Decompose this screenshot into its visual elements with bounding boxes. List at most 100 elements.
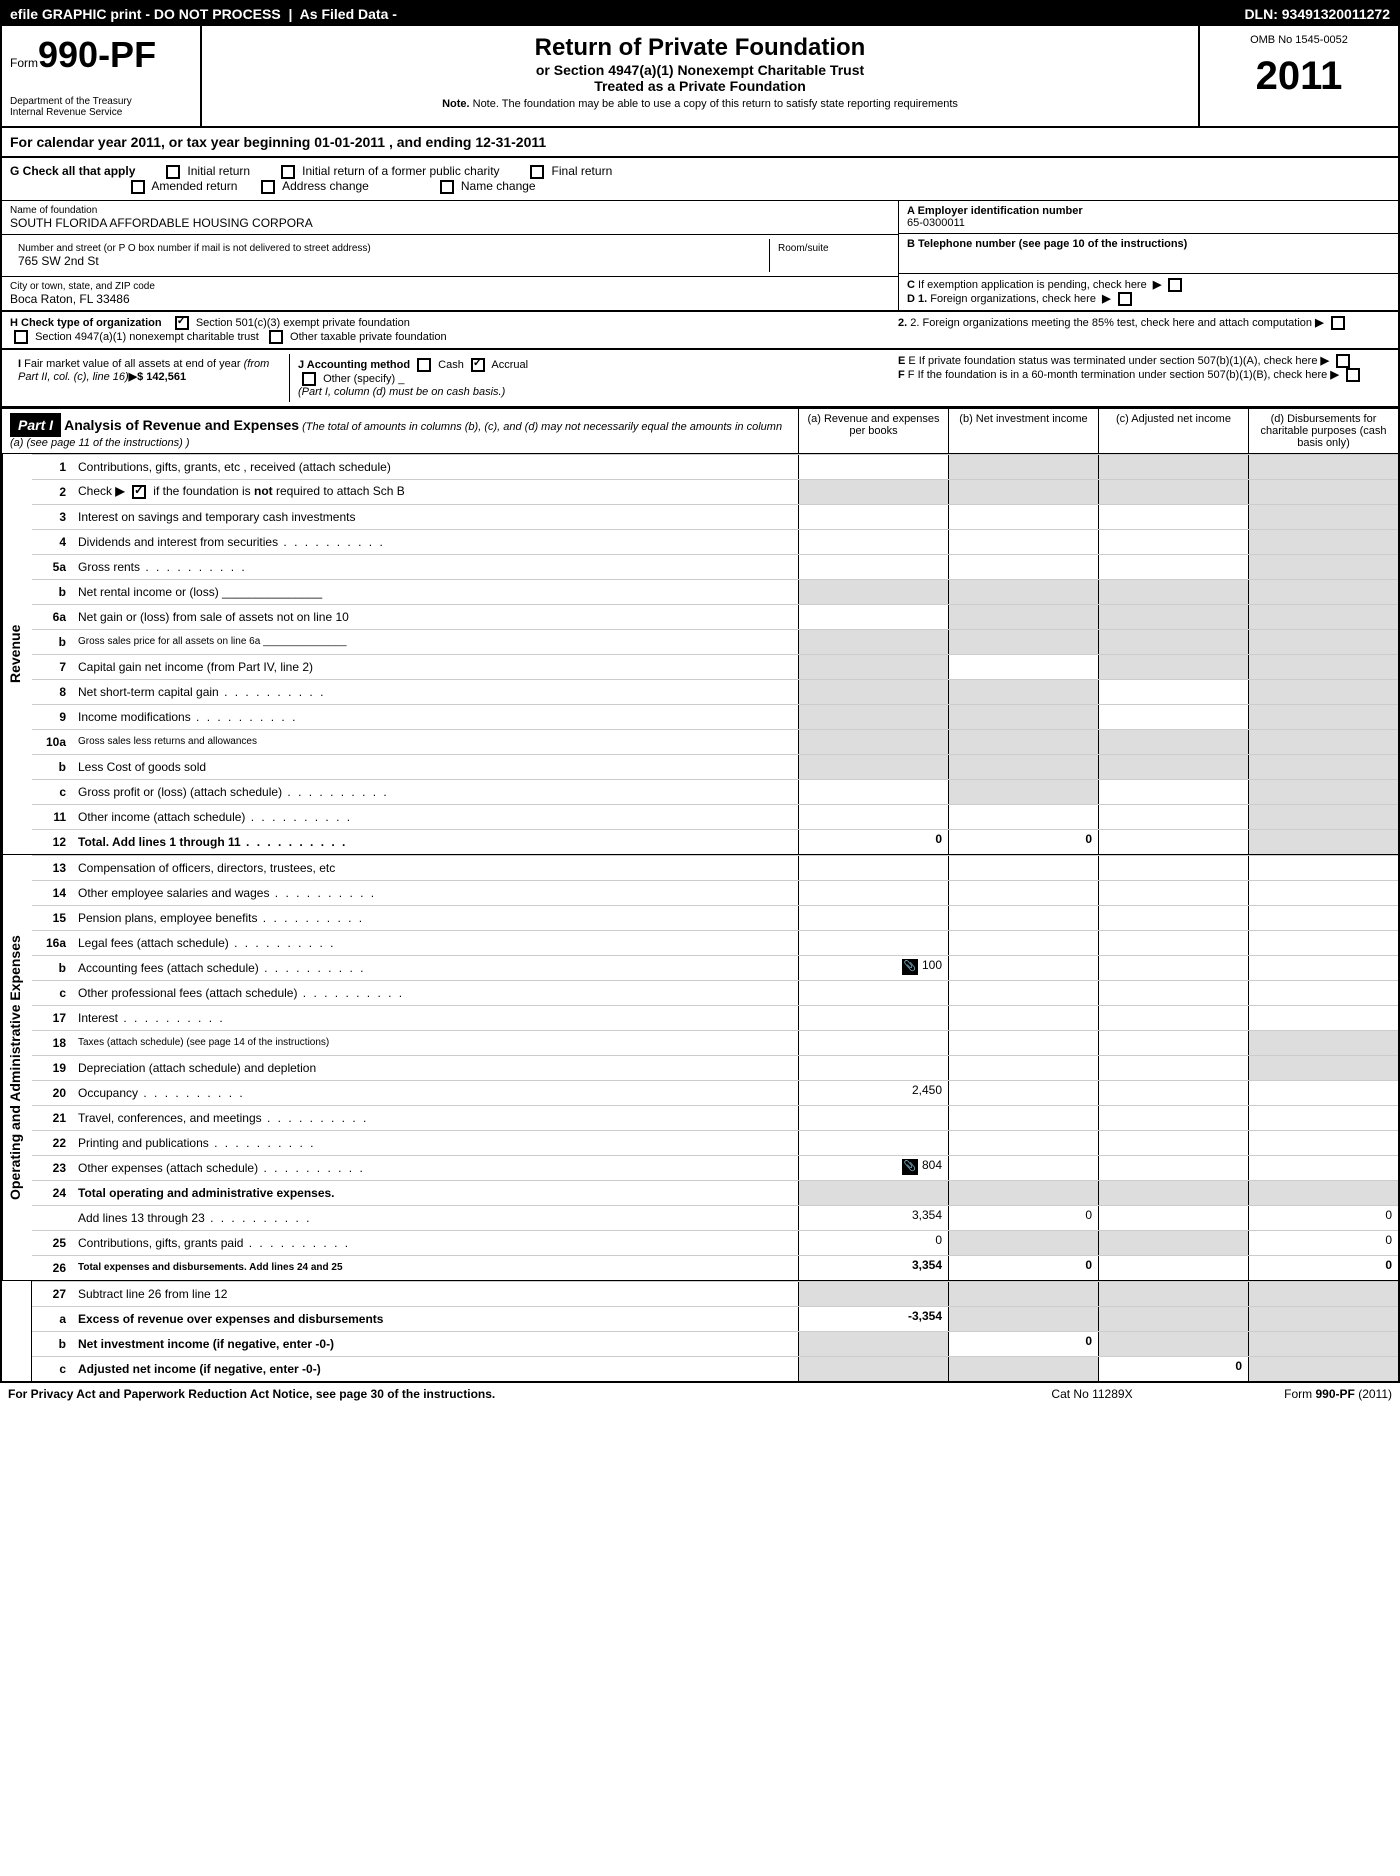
col-a-header: (a) Revenue and expenses per books — [798, 409, 948, 453]
i-value: $ 142,561 — [137, 371, 186, 383]
efile-text: efile GRAPHIC print - DO NOT PROCESS — [10, 6, 281, 22]
line-16a: Legal fees (attach schedule) — [72, 934, 798, 952]
l27cc: 0 — [1098, 1357, 1248, 1381]
checkbox-accrual[interactable] — [471, 358, 485, 372]
line-10c: Gross profit or (loss) (attach schedule) — [72, 783, 798, 801]
l26d: 0 — [1248, 1256, 1398, 1280]
line-4: Dividends and interest from securities — [72, 533, 798, 551]
line-7: Capital gain net income (from Part IV, l… — [72, 658, 798, 676]
checkbox-former[interactable] — [281, 165, 295, 179]
checkbox-4947[interactable] — [14, 330, 28, 344]
foundation-city: Boca Raton, FL 33486 — [10, 292, 890, 306]
line-11: Other income (attach schedule) — [72, 808, 798, 826]
col-c-header: (c) Adjusted net income — [1098, 409, 1248, 453]
checkbox-final[interactable] — [530, 165, 544, 179]
l12b: 0 — [948, 830, 1098, 854]
line-3: Interest on savings and temporary cash i… — [72, 508, 798, 526]
checkbox-other[interactable] — [302, 372, 316, 386]
checkbox-addrchange[interactable] — [261, 180, 275, 194]
checkbox-d1[interactable] — [1118, 292, 1132, 306]
checkbox-501c3[interactable] — [175, 316, 189, 330]
line-1: Contributions, gifts, grants, etc , rece… — [72, 458, 798, 476]
efile-header: efile GRAPHIC print - DO NOT PROCESS | A… — [2, 2, 1398, 26]
checkbox-initial[interactable] — [166, 165, 180, 179]
line-13: Compensation of officers, directors, tru… — [72, 859, 798, 877]
ein-value: 65-0300011 — [907, 217, 965, 229]
line-24: Total operating and administrative expen… — [72, 1184, 798, 1202]
j-label: J Accounting method — [298, 359, 410, 371]
dept1: Department of the Treasury — [10, 96, 192, 107]
check-g-row: G Check all that apply Initial return In… — [2, 158, 1398, 201]
title-sub1: or Section 4947(a)(1) Nonexempt Charitab… — [210, 62, 1190, 78]
checkbox-f[interactable] — [1346, 368, 1360, 382]
title-note: Note. The foundation may be able to use … — [473, 98, 958, 110]
l24d: 0 — [1248, 1206, 1398, 1230]
line-26: Total expenses and disbursements. Add li… — [72, 1260, 798, 1275]
checkbox-cash[interactable] — [417, 358, 431, 372]
line-23: Other expenses (attach schedule) — [72, 1159, 798, 1177]
attach-icon[interactable]: 📎 — [902, 959, 918, 975]
checkbox-amended[interactable] — [131, 180, 145, 194]
line-21: Travel, conferences, and meetings — [72, 1109, 798, 1127]
line-14: Other employee salaries and wages — [72, 884, 798, 902]
checkbox-othertax[interactable] — [269, 330, 283, 344]
checkbox-e[interactable] — [1336, 354, 1350, 368]
line-25: Contributions, gifts, grants paid — [72, 1234, 798, 1252]
col-d-header: (d) Disbursements for charitable purpose… — [1248, 409, 1398, 453]
line-16c: Other professional fees (attach schedule… — [72, 984, 798, 1002]
title-sub2: Treated as a Private Foundation — [210, 78, 1190, 94]
col-b-header: (b) Net investment income — [948, 409, 1098, 453]
l27aa: -3,354 — [798, 1307, 948, 1331]
l24a: 3,354 — [798, 1206, 948, 1230]
line-17: Interest — [72, 1009, 798, 1027]
l23a: 804 — [922, 1158, 942, 1172]
l25d: 0 — [1248, 1231, 1398, 1255]
line-10a: Gross sales less returns and allowances — [72, 734, 798, 749]
line-9: Income modifications — [72, 708, 798, 726]
c-label: If exemption application is pending, che… — [918, 279, 1147, 291]
line-27b: Net investment income (if negative, ente… — [72, 1335, 798, 1353]
checkbox-namechange[interactable] — [440, 180, 454, 194]
part1-label: Part I — [10, 413, 61, 437]
line-18: Taxes (attach schedule) (see page 14 of … — [72, 1035, 798, 1050]
l24b: 0 — [948, 1206, 1098, 1230]
form-number: 990-PF — [38, 34, 156, 75]
e-label: E If private foundation status was termi… — [908, 355, 1317, 367]
line-22: Printing and publications — [72, 1134, 798, 1152]
ein-label: A Employer identification number — [907, 205, 1083, 217]
dept2: Internal Revenue Service — [10, 107, 192, 118]
checkbox-schb[interactable] — [132, 485, 146, 499]
h-label: H Check type of organization — [10, 317, 162, 329]
g-label: G Check all that apply — [10, 164, 135, 178]
addr-label: Number and street (or P O box number if … — [18, 243, 761, 254]
d1-label: Foreign organizations, check here — [930, 293, 1096, 305]
line-20: Occupancy — [72, 1084, 798, 1102]
l16ba: 100 — [922, 958, 942, 972]
footer-center: Cat No 11289X — [992, 1387, 1192, 1401]
f-label: F If the foundation is in a 60-month ter… — [908, 369, 1327, 381]
part1-title: Analysis of Revenue and Expenses — [64, 417, 299, 433]
title-center: Return of Private Foundation or Section … — [202, 26, 1198, 126]
omb-box: OMB No 1545-0052 2011 — [1198, 26, 1398, 126]
line-27c: Adjusted net income (if negative, enter … — [72, 1360, 798, 1378]
foundation-name: SOUTH FLORIDA AFFORDABLE HOUSING CORPORA — [10, 216, 890, 230]
line-5b: Net rental income or (loss) ____________… — [72, 583, 798, 601]
city-label: City or town, state, and ZIP code — [10, 281, 890, 292]
asfiled-text: As Filed Data - — [300, 6, 397, 22]
expenses-label: Operating and Administrative Expenses — [2, 855, 32, 1280]
l12a: 0 — [798, 830, 948, 854]
checkbox-c[interactable] — [1168, 278, 1182, 292]
line-5a: Gross rents — [72, 558, 798, 576]
attach-icon-23[interactable]: 📎 — [902, 1159, 918, 1175]
form-box: Form990-PF Department of the Treasury In… — [2, 26, 202, 126]
footer-right: Form 990-PF (2011) — [1192, 1387, 1392, 1401]
l20a: 2,450 — [798, 1081, 948, 1105]
line-8: Net short-term capital gain — [72, 683, 798, 701]
line-27: Subtract line 26 from line 12 — [72, 1285, 798, 1303]
line-2: Check ▶ if the foundation is not require… — [72, 482, 798, 501]
foundation-addr: 765 SW 2nd St — [18, 254, 761, 268]
line-19: Depreciation (attach schedule) and deple… — [72, 1059, 798, 1077]
line-15: Pension plans, employee benefits — [72, 909, 798, 927]
dln: DLN: 93491320011272 — [1244, 6, 1390, 22]
checkbox-d2[interactable] — [1331, 316, 1345, 330]
